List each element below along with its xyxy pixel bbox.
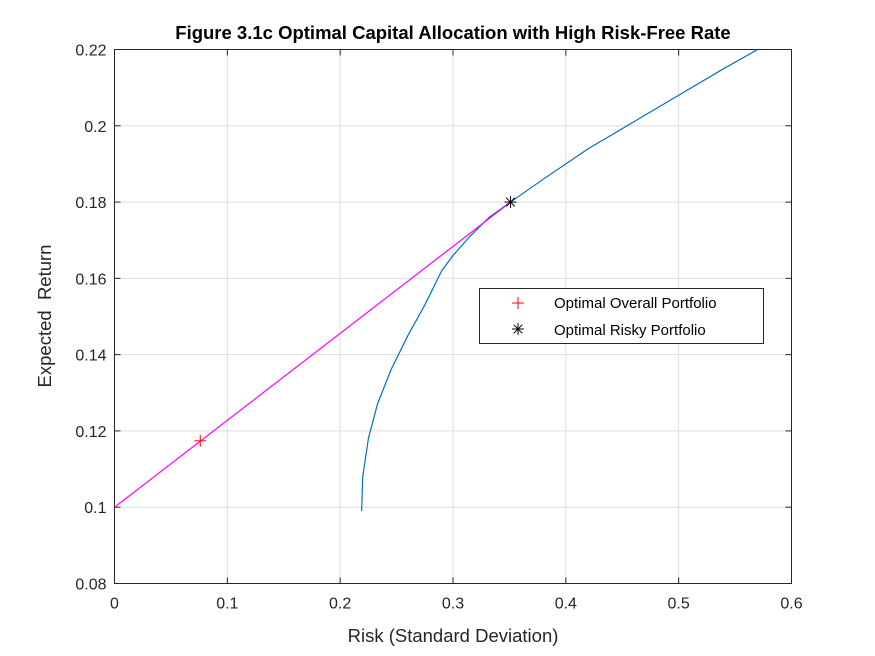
- series-layer: [114, 48, 758, 512]
- legend-marker-risky-portfolio: [512, 323, 524, 335]
- marker-stroke: [513, 324, 523, 334]
- legend-box: [479, 288, 764, 344]
- y-tick-label: 0.22: [75, 43, 106, 60]
- x-tick-label: 0.6: [780, 596, 802, 613]
- y-tick-label: 0.16: [75, 271, 106, 288]
- x-tick-label: 0.5: [668, 596, 690, 613]
- marker-stroke: [505, 197, 516, 207]
- risky-portfolio-marker: [504, 196, 517, 209]
- capital-allocation-line: [114, 201, 511, 508]
- legend-label-risky-portfolio: Optimal Risky Portfolio: [554, 322, 706, 339]
- x-tick-label: 0.3: [442, 596, 464, 613]
- legend-label-overall-portfolio: Optimal Overall Portfolio: [554, 295, 717, 312]
- y-tick-label: 0.14: [75, 348, 106, 365]
- y-tick-label: 0.12: [75, 424, 106, 441]
- x-tick-label: 0: [110, 596, 119, 613]
- y-tick-label: 0.2: [84, 119, 106, 136]
- legend-plus-symbol: [512, 297, 524, 309]
- y-tick-label: 0.1: [84, 500, 106, 517]
- x-tick-label: 0.1: [216, 596, 238, 613]
- legend-marker-overall-portfolio: [512, 297, 524, 309]
- x-tick-label: 0.4: [555, 596, 577, 613]
- x-axis-label: Risk (Standard Deviation): [348, 625, 559, 646]
- efficient-frontier-line: [361, 48, 758, 512]
- y-axis-label: Expected Return: [34, 245, 55, 388]
- y-tick-label: 0.08: [75, 577, 106, 594]
- x-tick-label: 0.2: [329, 596, 351, 613]
- x-axis: 0 0.1 0.2 0.3 0.4 0.5 0.6: [110, 49, 803, 613]
- overall-portfolio-marker: [194, 434, 207, 447]
- y-axis: 0.08 0.1 0.12 0.14 0.16 0.18 0.2 0.22: [75, 43, 792, 594]
- legend: Optimal Overall Portfolio Optimal Risky …: [479, 288, 764, 344]
- chart-title: Figure 3.1c Optimal Capital Allocation w…: [175, 22, 730, 43]
- y-tick-label: 0.18: [75, 195, 106, 212]
- legend-star-symbol: [512, 323, 524, 335]
